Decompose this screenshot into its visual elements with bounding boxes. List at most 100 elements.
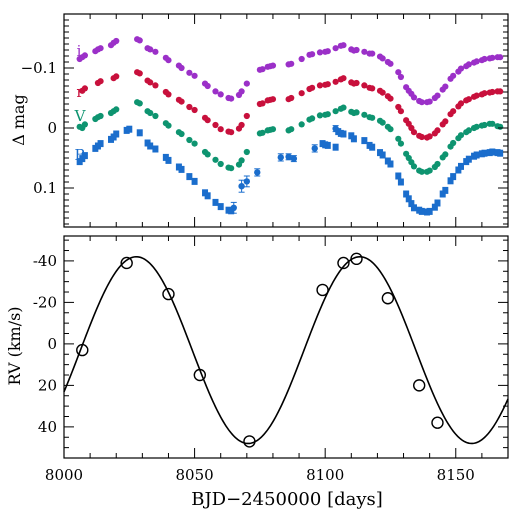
data-point [332,143,339,151]
data-point [426,133,433,140]
data-point [228,207,235,215]
data-point [178,130,185,138]
data-point [481,149,488,157]
x-tick-label: 8050 [175,466,213,484]
data-point [204,151,211,158]
data-point [457,65,465,72]
data-point [298,55,305,63]
band-label-i: i [77,42,82,60]
x-tick-label: 8150 [437,466,475,484]
data-point [465,155,472,163]
data-point [186,69,193,76]
data-point [403,190,410,198]
data-point [395,69,402,76]
data-point [418,133,425,141]
data-point [147,79,154,86]
data-point [298,121,305,128]
data-point [152,48,159,55]
data-point [340,42,347,49]
data-point [290,155,298,162]
data-point [243,148,250,156]
rv-frame [63,235,509,459]
data-point [473,151,480,159]
data-point [418,168,425,175]
data-point [473,58,480,65]
data-point [369,114,376,121]
data-point [387,160,394,168]
data-point [489,54,496,61]
data-point [309,51,316,58]
data-point [186,136,193,144]
data-point [204,192,211,200]
data-point [426,167,433,174]
data-point [136,37,143,44]
data-point [481,90,488,97]
data-point [288,126,295,133]
y-tick-label: 40 [38,418,57,436]
series-r [79,69,504,141]
data-point [497,54,504,61]
rv-point [120,256,133,270]
data-point [434,160,441,168]
data-point [397,108,405,115]
data-point [426,98,433,105]
data-point [136,70,143,77]
data-point [97,45,104,52]
data-point [361,82,368,89]
data-point [489,148,496,156]
data-point [152,145,159,153]
data-point [298,90,305,97]
data-point [353,79,360,87]
data-point [387,60,394,67]
data-point [489,120,496,127]
data-point [228,165,235,172]
data-point [178,98,185,105]
data-point [442,118,449,125]
data-point [450,72,457,79]
data-point [379,55,386,62]
rv-point [193,368,207,382]
data-point [165,57,172,64]
data-point [332,78,339,85]
data-point [81,52,88,59]
data-point [465,96,472,103]
data-point [165,91,172,98]
data-point [212,88,219,95]
data-point [410,94,418,101]
data-point [434,199,441,207]
data-point [269,62,277,69]
data-point [277,154,284,161]
data-point [397,178,404,186]
data-point [497,149,504,157]
data-point [81,85,88,92]
data-point [340,75,347,82]
data-point [405,195,412,203]
data-point [217,203,224,211]
data-point [186,103,193,111]
data-point [497,88,504,95]
data-point [316,49,324,56]
data-point [191,177,198,185]
series-i [76,36,504,106]
data-point [136,129,143,137]
data-point [97,112,104,120]
data-point [431,203,438,211]
data-point [350,135,357,143]
data-point [387,126,394,133]
photometry-ylabel: Δ mag [9,94,28,146]
data-point [230,204,237,211]
data-point [81,152,88,160]
data-point [243,178,251,185]
rv-point [381,292,395,305]
data-point [126,125,133,133]
data-point [238,121,245,129]
data-point [442,83,449,90]
rv-point [337,256,350,270]
data-point [136,100,143,107]
data-point [489,88,496,96]
data-point [340,130,347,138]
data-point [457,132,465,139]
data-point [379,89,386,96]
data-point [204,82,211,90]
data-point [457,162,464,170]
